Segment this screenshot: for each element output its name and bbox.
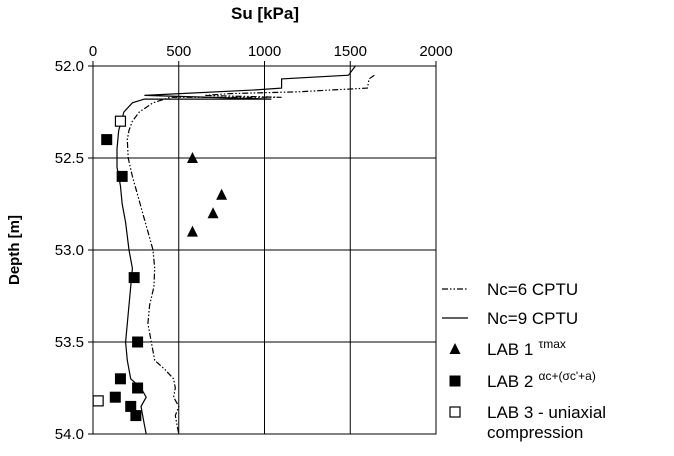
legend-item: LAB 2 αc+(σc'+a) [449,369,596,391]
data-point [186,225,198,237]
data-point [216,188,228,200]
data-point [92,395,104,407]
legend-swatch-marker [449,406,461,418]
data-point [130,410,142,422]
y-tick-label: 53.5 [55,334,84,351]
series-lab-2 [101,134,144,422]
plot-frame [92,65,437,435]
x-tick-labels: 0 500 1000 1500 2000 [89,43,453,60]
legend-label: Nc=9 CPTU [487,309,578,328]
y-tick-labels: 52.0 52.5 53.0 53.5 54.0 [55,58,84,443]
series-lab-3-uniaxial-compression [92,115,127,407]
data-point [207,207,219,219]
grid [88,61,437,435]
data-point [101,134,113,146]
legend-label: Nc=6 CPTU [487,280,578,299]
series-lab-1 [186,152,228,237]
legend-item: Nc=9 CPTU [442,309,578,328]
legend-label-suffix: τmax [539,337,566,351]
series-nc-6-cptu [126,74,375,435]
legend-swatch-marker [449,375,461,387]
x-axis-title: Su [kPa] [231,4,299,23]
data-point [114,373,126,385]
data-series [92,65,375,435]
legend-item: LAB 1 τmax [449,337,566,359]
data-point [114,115,127,127]
data-point [186,152,198,163]
x-tick-label: 1000 [248,43,281,60]
x-tick-label: 0 [89,43,97,60]
series-line [126,74,375,435]
y-axis-title: Depth [m] [6,215,23,285]
data-point [125,400,137,412]
y-tick-label: 52.5 [55,150,84,167]
x-tick-label: 500 [166,43,191,60]
legend-label-line2: compression [487,423,583,442]
data-point [116,170,128,182]
legend-swatch-marker [449,343,461,354]
x-tick-label: 2000 [419,43,452,60]
x-tick-label: 1500 [334,43,367,60]
legend-item: Nc=6 CPTU [442,280,578,299]
data-point [128,272,140,284]
data-point [109,391,121,403]
legend-label-suffix: αc+(σc'+a) [539,369,596,383]
legend-label: LAB 1 [487,340,533,359]
legend-label: LAB 3 - uniaxial [487,403,606,422]
data-point [132,336,144,348]
legend-label: LAB 2 [487,372,533,391]
y-tick-label: 53.0 [55,242,84,259]
y-tick-label: 52.0 [55,58,84,75]
legend: Nc=6 CPTU Nc=9 CPTU LAB 1 τmax LAB 2 αc+(σc'+… [442,280,606,442]
data-point [132,382,144,394]
y-tick-label: 54.0 [55,426,84,443]
